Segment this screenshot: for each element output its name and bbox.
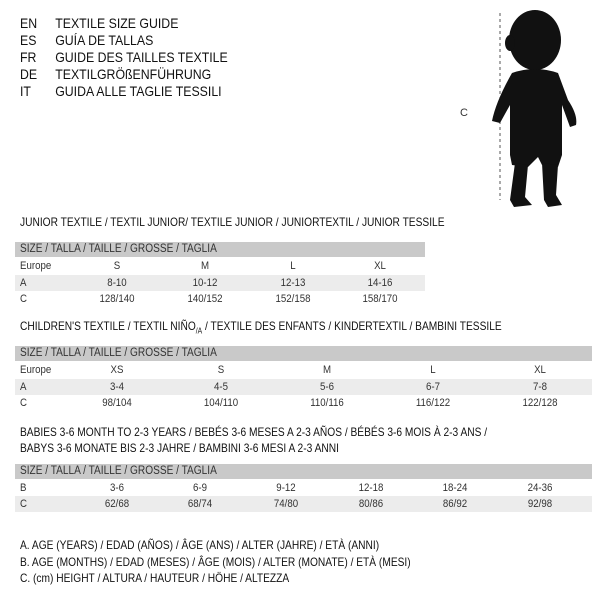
table-cell: 8-10 — [107, 277, 127, 289]
legend-c: C. (cm) HEIGHT / ALTURA / HAUTEUR / HÖHE… — [20, 571, 290, 585]
table-cell: 62/68 — [104, 498, 130, 510]
table-cell: 6-9 — [193, 482, 207, 494]
babies-title-line-2: BABYS 3-6 MONATE BIS 2-3 JAHRE / BAMBINI… — [20, 441, 339, 455]
table-cell: 92/98 — [527, 498, 553, 510]
table-cell: 4-5 — [214, 381, 228, 393]
table-cell: 5-6 — [320, 381, 334, 393]
children-table-row: C 98/104 104/110 110/116 116/122 122/128 — [15, 395, 592, 411]
legend-b: B. AGE (MONTHS) / EDAD (MESES) / ÂGE (MO… — [20, 555, 411, 569]
legend-a: A. AGE (YEARS) / EDAD (AÑOS) / ÂGE (ANS)… — [20, 538, 380, 552]
table-cell: 10-12 — [192, 277, 218, 289]
babies-table-row: B 3-6 6-9 9-12 12-18 18-24 24-36 — [15, 480, 592, 496]
lang-de: DE TEXTILGRÖßENFÜHRUNG — [20, 66, 212, 82]
row-label: C — [20, 397, 27, 409]
table-cell: 6-7 — [426, 381, 440, 393]
table-cell: 110/116 — [310, 397, 344, 409]
table-cell: 122/128 — [522, 397, 558, 409]
junior-table-row: Europe S M L XL — [15, 258, 425, 274]
table-cell: 3-6 — [110, 482, 124, 494]
table-cell: 158/170 — [362, 293, 398, 305]
table-cell: 104/110 — [203, 397, 239, 409]
table-cell: XL — [374, 260, 386, 272]
height-label: C — [460, 107, 468, 119]
table-cell: 9-12 — [276, 482, 296, 494]
row-label: A — [20, 277, 27, 289]
table-cell: 14-16 — [367, 277, 393, 289]
child-silhouette-icon — [492, 10, 577, 207]
table-cell: 152/158 — [275, 293, 311, 305]
lang-it: IT GUIDA ALLE TAGLIE TESSILI — [20, 83, 222, 99]
children-title: CHILDREN'S TEXTILE / TEXTIL NIÑO/A / TEX… — [20, 319, 502, 336]
babies-size-header: SIZE / TALLA / TAILLE / GRÖSSE / TAGLIA — [15, 464, 592, 479]
table-cell: 12-18 — [358, 482, 384, 494]
table-cell: 128/140 — [99, 293, 135, 305]
table-cell: 7-8 — [533, 381, 547, 393]
row-label: C — [20, 498, 27, 510]
row-label: C — [20, 293, 27, 305]
table-cell: M — [322, 364, 332, 376]
junior-table-row: A 8-10 10-12 12-13 14-16 — [15, 275, 425, 291]
table-cell: 12-13 — [280, 277, 306, 289]
table-cell: 24-36 — [527, 482, 553, 494]
table-cell: S — [217, 364, 225, 376]
lang-es: ES GUÍA DE TALLAS — [20, 32, 154, 48]
table-cell: M — [200, 260, 210, 272]
table-cell: 80/86 — [358, 498, 384, 510]
table-cell: 98/104 — [102, 397, 132, 409]
junior-title: JUNIOR TEXTILE / TEXTIL JUNIOR/ TEXTILE … — [20, 215, 445, 229]
children-size-header: SIZE / TALLA / TAILLE / GRÖSSE / TAGLIA — [15, 346, 592, 361]
babies-title-line-1: BABIES 3-6 MONTH TO 2-3 YEARS / BEBÉS 3-… — [20, 425, 488, 439]
children-table-row: A 3-4 4-5 5-6 6-7 7-8 — [15, 379, 592, 395]
junior-size-header: SIZE / TALLA / TAILLE / GRÖSSE / TAGLIA — [15, 242, 425, 257]
row-label: Europe — [20, 260, 52, 272]
table-cell: 116/122 — [415, 397, 451, 409]
table-cell: XS — [110, 364, 124, 376]
table-cell: 86/92 — [442, 498, 468, 510]
table-cell: 68/74 — [187, 498, 213, 510]
table-cell: XL — [534, 364, 546, 376]
children-table-row: Europe XS S M L XL — [15, 362, 592, 378]
junior-table-row: C 128/140 140/152 152/158 158/170 — [15, 291, 425, 307]
table-cell: S — [113, 260, 121, 272]
table-cell: 3-4 — [110, 381, 124, 393]
row-label: B — [20, 482, 27, 494]
lang-fr: FR GUIDE DES TAILLES TEXTILE — [20, 49, 228, 65]
lang-en: EN TEXTILE SIZE GUIDE — [20, 15, 179, 31]
table-cell: 140/152 — [187, 293, 223, 305]
babies-table-row: C 62/68 68/74 74/80 80/86 86/92 92/98 — [15, 496, 592, 512]
table-cell: 18-24 — [442, 482, 468, 494]
row-label: A — [20, 381, 27, 393]
table-cell: L — [430, 364, 436, 376]
row-label: Europe — [20, 364, 52, 376]
table-cell: 74/80 — [273, 498, 299, 510]
table-cell: L — [290, 260, 296, 272]
